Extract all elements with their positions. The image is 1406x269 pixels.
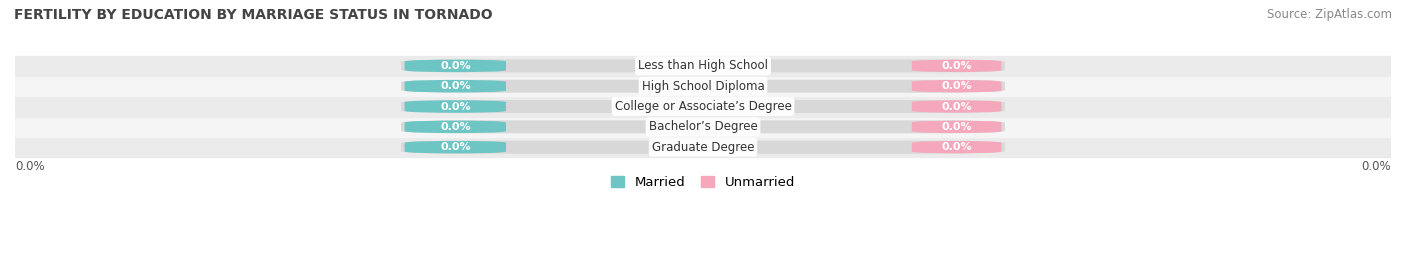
Text: 0.0%: 0.0% <box>941 142 972 152</box>
FancyBboxPatch shape <box>911 59 1001 72</box>
Text: Less than High School: Less than High School <box>638 59 768 72</box>
Text: High School Diploma: High School Diploma <box>641 80 765 93</box>
Text: Graduate Degree: Graduate Degree <box>652 141 754 154</box>
Text: 0.0%: 0.0% <box>941 122 972 132</box>
FancyBboxPatch shape <box>401 80 1005 93</box>
FancyBboxPatch shape <box>405 80 506 93</box>
FancyBboxPatch shape <box>911 80 1001 93</box>
Text: 0.0%: 0.0% <box>440 81 471 91</box>
Text: 0.0%: 0.0% <box>440 122 471 132</box>
Bar <box>15 76 1391 96</box>
Legend: Married, Unmarried: Married, Unmarried <box>606 171 800 195</box>
Text: 0.0%: 0.0% <box>440 101 471 112</box>
FancyBboxPatch shape <box>401 100 1005 113</box>
FancyBboxPatch shape <box>405 141 506 154</box>
Text: 0.0%: 0.0% <box>440 142 471 152</box>
FancyBboxPatch shape <box>401 59 1005 72</box>
FancyBboxPatch shape <box>911 100 1001 113</box>
FancyBboxPatch shape <box>405 59 506 72</box>
FancyBboxPatch shape <box>405 121 506 133</box>
Text: FERTILITY BY EDUCATION BY MARRIAGE STATUS IN TORNADO: FERTILITY BY EDUCATION BY MARRIAGE STATU… <box>14 8 492 22</box>
Bar <box>15 96 1391 117</box>
Bar <box>15 56 1391 76</box>
Text: 0.0%: 0.0% <box>941 61 972 71</box>
FancyBboxPatch shape <box>405 100 506 113</box>
FancyBboxPatch shape <box>401 141 1005 154</box>
Text: 0.0%: 0.0% <box>1361 160 1391 173</box>
Text: Source: ZipAtlas.com: Source: ZipAtlas.com <box>1267 8 1392 21</box>
FancyBboxPatch shape <box>911 141 1001 154</box>
Bar <box>15 137 1391 157</box>
Text: 0.0%: 0.0% <box>941 101 972 112</box>
Text: 0.0%: 0.0% <box>941 81 972 91</box>
Bar <box>15 117 1391 137</box>
Text: 0.0%: 0.0% <box>15 160 45 173</box>
Text: Bachelor’s Degree: Bachelor’s Degree <box>648 120 758 133</box>
Text: College or Associate’s Degree: College or Associate’s Degree <box>614 100 792 113</box>
FancyBboxPatch shape <box>911 121 1001 133</box>
FancyBboxPatch shape <box>401 120 1005 133</box>
Text: 0.0%: 0.0% <box>440 61 471 71</box>
